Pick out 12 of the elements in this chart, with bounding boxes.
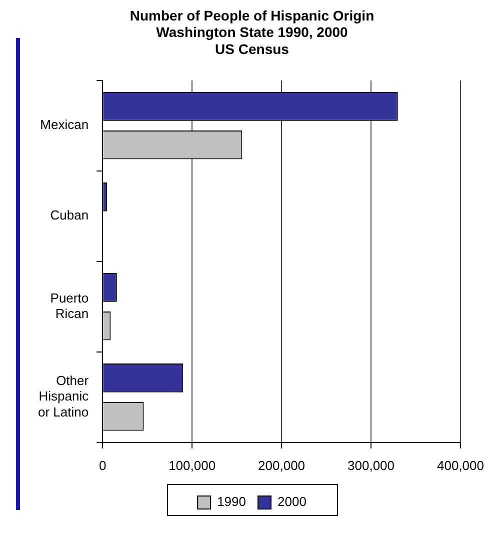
x-tick-label: 100,000 bbox=[168, 458, 216, 473]
y-tick-label: Cuban bbox=[50, 208, 89, 223]
x-tick-label: 400,000 bbox=[437, 458, 484, 473]
y-tick-label: Mexican bbox=[40, 117, 89, 132]
x-tick-label: 200,000 bbox=[258, 458, 306, 473]
legend-label: 2000 bbox=[278, 494, 306, 510]
y-tick-label: Puerto Rican bbox=[50, 290, 89, 322]
y-tick-label: Other Hispanic or Latino bbox=[38, 373, 90, 420]
x-tick-label: 0 bbox=[98, 458, 106, 473]
x-tick-label: 300,000 bbox=[348, 458, 395, 473]
chart-title: Number of People of Hispanic Origin Washington State 1990, 2000 US Census bbox=[130, 7, 374, 57]
legend-label: 1990 bbox=[217, 494, 246, 510]
